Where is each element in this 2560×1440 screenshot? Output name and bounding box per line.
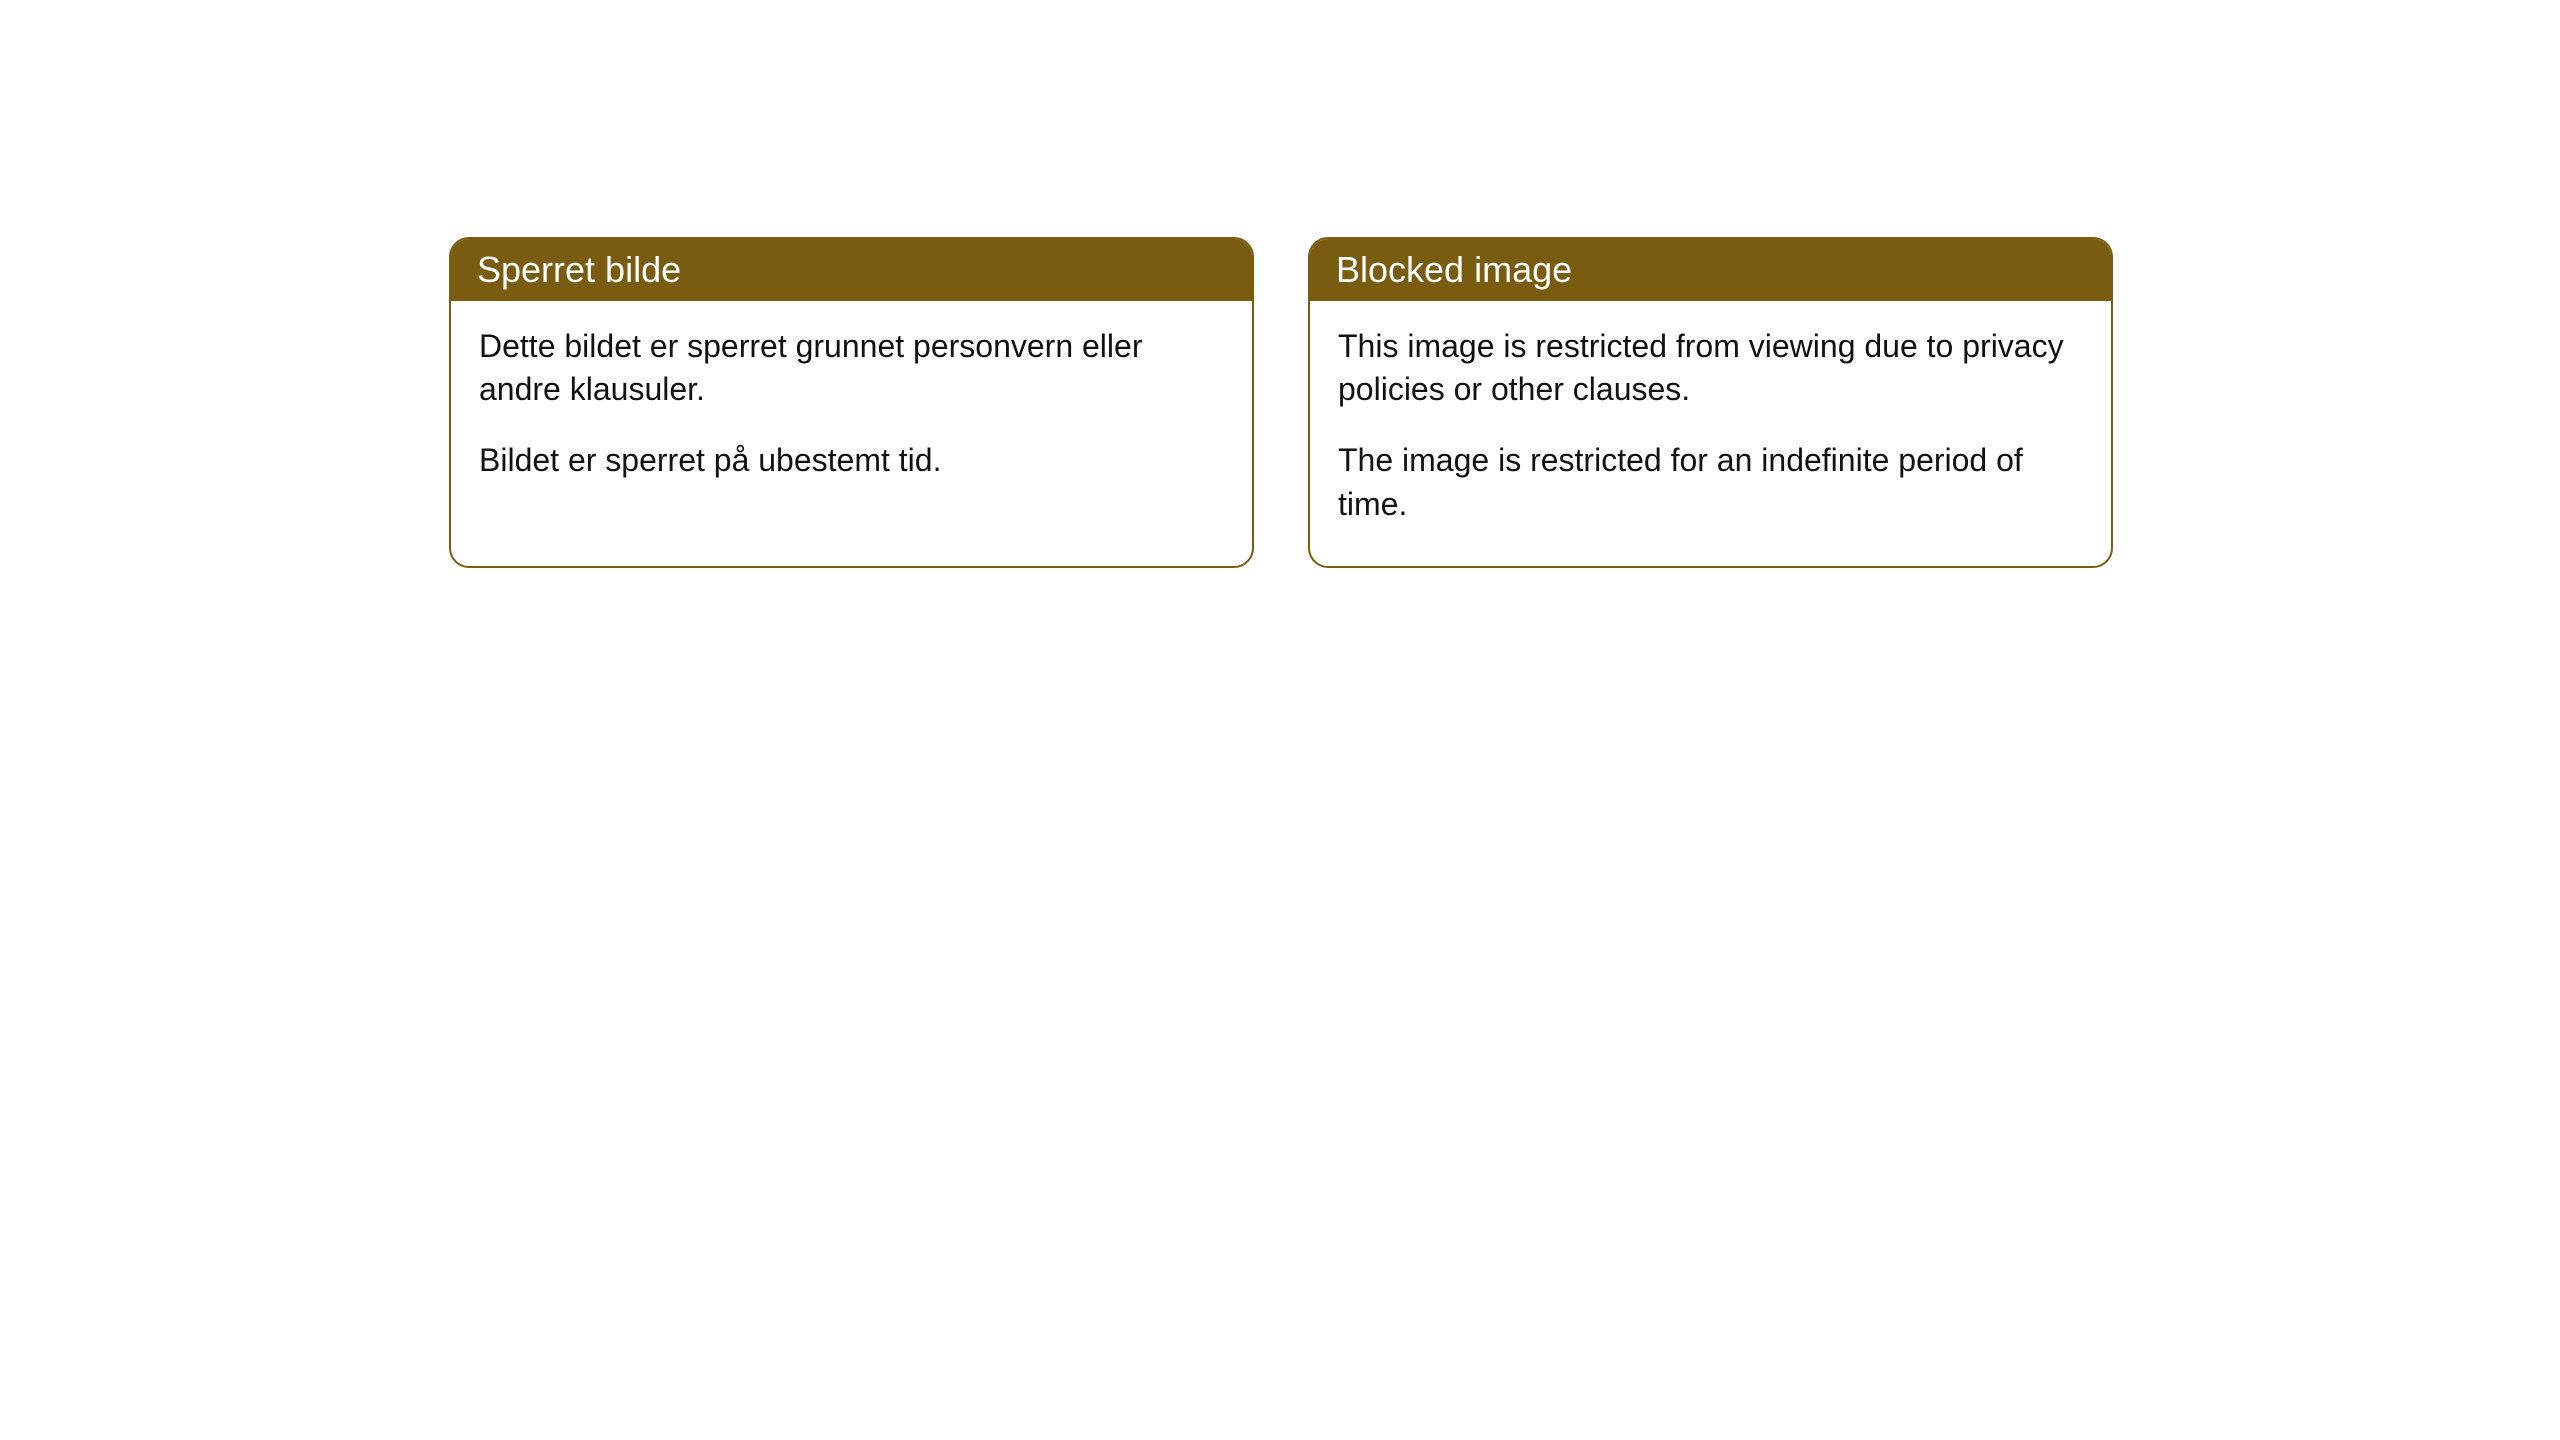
notice-cards-container: Sperret bilde Dette bildet er sperret gr… xyxy=(449,237,2113,568)
card-paragraph: The image is restricted for an indefinit… xyxy=(1338,439,2083,525)
card-title: Sperret bilde xyxy=(477,249,681,290)
blocked-image-card-english: Blocked image This image is restricted f… xyxy=(1308,237,2113,568)
card-paragraph: This image is restricted from viewing du… xyxy=(1338,325,2083,411)
card-header: Blocked image xyxy=(1310,239,2111,301)
card-header: Sperret bilde xyxy=(451,239,1252,301)
card-title: Blocked image xyxy=(1336,249,1572,290)
card-body: This image is restricted from viewing du… xyxy=(1310,301,2111,566)
card-paragraph: Dette bildet er sperret grunnet personve… xyxy=(479,325,1224,411)
card-body: Dette bildet er sperret grunnet personve… xyxy=(451,301,1252,523)
card-paragraph: Bildet er sperret på ubestemt tid. xyxy=(479,439,1224,482)
blocked-image-card-norwegian: Sperret bilde Dette bildet er sperret gr… xyxy=(449,237,1254,568)
